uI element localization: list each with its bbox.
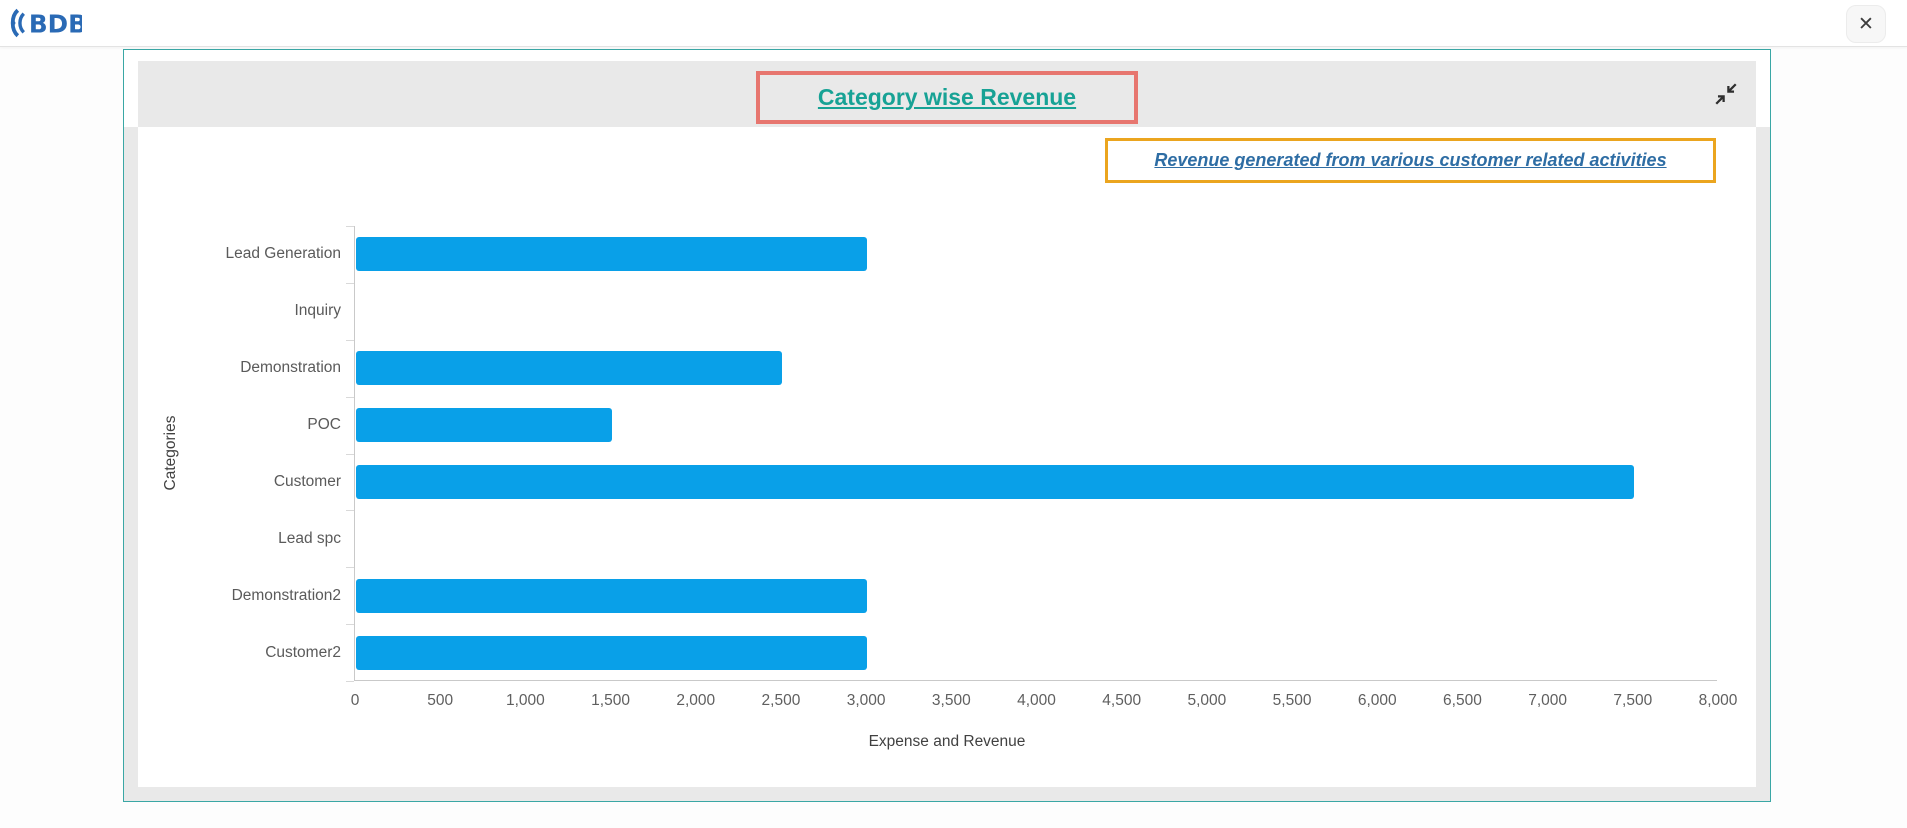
close-icon: ✕ bbox=[1858, 13, 1874, 35]
chart-subtitle: Revenue generated from various customer … bbox=[1154, 150, 1667, 170]
y-axis-band-tick bbox=[346, 339, 354, 341]
x-tick-label: 3,500 bbox=[931, 692, 971, 709]
y-category-label: Customer2 bbox=[265, 643, 341, 661]
x-tick-label: 5,000 bbox=[1187, 692, 1227, 709]
y-axis-band-tick bbox=[346, 282, 354, 284]
x-tick-label: 0 bbox=[350, 692, 360, 709]
y-axis-band-tick bbox=[346, 681, 354, 682]
bar-customer[interactable] bbox=[356, 464, 1634, 499]
x-tick-label: 4,500 bbox=[1102, 692, 1142, 709]
chart-title: Category wise Revenue bbox=[817, 84, 1077, 110]
chart-panel: Category wise Revenue Revenue generated … bbox=[123, 49, 1771, 802]
y-axis-band-tick bbox=[346, 453, 354, 455]
x-tick-label: 7,000 bbox=[1528, 692, 1568, 709]
y-axis-band-tick bbox=[346, 510, 354, 512]
logo-text: BDB bbox=[29, 9, 82, 38]
x-tick-label: 6,000 bbox=[1357, 692, 1397, 709]
y-axis-band-tick bbox=[346, 396, 354, 398]
x-tick-label: 1,500 bbox=[591, 692, 630, 709]
chart-title-link[interactable]: Category wise Revenue bbox=[756, 71, 1138, 124]
bar-lead-generation[interactable] bbox=[356, 237, 868, 272]
plot-area: Lead Generation Inquiry Demonstration POC Cu… bbox=[226, 226, 1737, 709]
bar-customer2[interactable] bbox=[356, 635, 868, 670]
top-app-bar: BDB ✕ bbox=[0, 0, 1907, 47]
y-category-label: Demonstration bbox=[240, 359, 341, 377]
y-category-label: Demonstration2 bbox=[231, 586, 341, 604]
x-tick-label: 3,000 bbox=[846, 692, 886, 709]
x-tick-label: 2,000 bbox=[676, 692, 716, 709]
x-tick-label: 2,500 bbox=[761, 692, 801, 709]
bar-demonstration2[interactable] bbox=[356, 578, 868, 613]
x-tick-label: 1,000 bbox=[505, 692, 545, 709]
x-tick-label: 7,500 bbox=[1613, 692, 1653, 709]
x-tick-label: 6,500 bbox=[1443, 692, 1482, 709]
x-tick-label: 500 bbox=[427, 692, 454, 709]
bdb-logo: BDB bbox=[10, 8, 82, 38]
chart-canvas: Revenue generated from various customer … bbox=[138, 127, 1756, 787]
y-axis-band-tick bbox=[346, 624, 354, 626]
y-axis-band-tick bbox=[346, 567, 354, 569]
x-tick-label: 4,000 bbox=[1017, 692, 1056, 709]
y-category-label: Inquiry bbox=[294, 302, 341, 320]
collapse-button[interactable] bbox=[1707, 75, 1745, 113]
panel-header: Category wise Revenue bbox=[138, 61, 1756, 127]
y-category-label: Lead spc bbox=[278, 529, 341, 547]
y-category-label: Customer bbox=[273, 472, 341, 490]
y-category-label: POC bbox=[307, 416, 341, 434]
y-axis-band-tick bbox=[346, 226, 354, 227]
bar-poc[interactable] bbox=[356, 408, 612, 443]
x-tick-label: 5,500 bbox=[1272, 692, 1312, 709]
x-axis-title: Expense and Revenue bbox=[868, 733, 1026, 750]
close-button[interactable]: ✕ bbox=[1846, 5, 1886, 43]
chart-subtitle-link[interactable]: Revenue generated from various customer … bbox=[1105, 138, 1716, 183]
y-category-label: Lead Generation bbox=[225, 245, 341, 263]
chart-frame: Revenue generated from various customer … bbox=[124, 127, 1770, 801]
bar-demonstration[interactable] bbox=[356, 351, 782, 386]
collapse-arrows-icon bbox=[1715, 83, 1737, 105]
x-tick-label: 8,000 bbox=[1698, 692, 1738, 709]
